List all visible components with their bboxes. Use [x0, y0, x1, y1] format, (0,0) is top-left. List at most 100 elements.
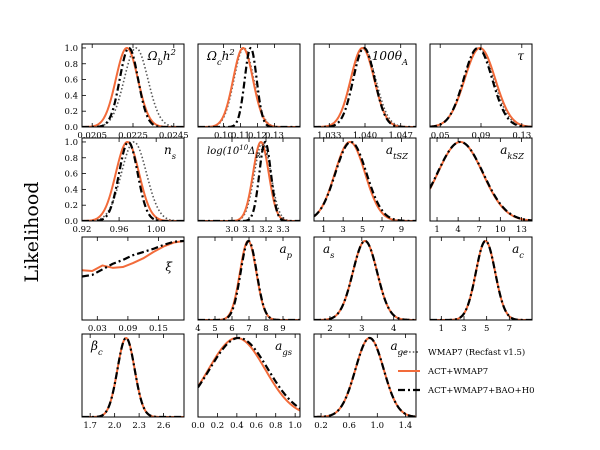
axes-frame: [81, 333, 185, 418]
x-tick-label: 3.2: [259, 225, 273, 235]
panel-a-c: 1 3 5 7 ac: [429, 236, 533, 334]
x-tick-label: 0.2: [314, 421, 328, 431]
x-tick-label: 4: [195, 324, 200, 334]
x-tick-label: 0.6: [250, 421, 264, 431]
y-axis-label: Likelihood: [21, 182, 43, 283]
curve-act-wmap7-bao-h0: [314, 140, 416, 221]
x-tick-label: 3.0: [225, 225, 239, 235]
y-tick-label: 0.0: [64, 123, 78, 133]
x-tick-label: 1.4: [399, 421, 413, 431]
x-tick-label: 6: [229, 324, 234, 334]
curves: [82, 336, 184, 417]
panel-log-as: 3.0 3.1 3.2 3.3 log(1010ΔR2): [197, 137, 301, 235]
axes-frame: [197, 43, 301, 128]
x-tick-label: 8: [263, 324, 268, 334]
x-tick-label: 0.2: [211, 421, 225, 431]
axes-frame: [313, 236, 417, 321]
x-tick-label: 7: [379, 225, 384, 235]
curves: [314, 239, 416, 320]
y-tick-label: 0.4: [64, 91, 78, 101]
parameter-label: akSZ: [500, 143, 524, 161]
x-tick-label: 1.7: [83, 421, 97, 431]
y-tick-label: 1.0: [64, 44, 78, 54]
x-tick-label: 0.4: [230, 421, 244, 431]
curve-act-wmap7-bao-h0: [430, 140, 532, 221]
y-tick-label: 0.8: [64, 60, 78, 70]
parameter-label: Ωbh2: [147, 47, 176, 67]
x-tick-label: 0.11: [231, 131, 250, 141]
x-tick-label: 2.6: [157, 421, 171, 431]
x-tick-label: 3: [359, 324, 364, 334]
panel-hundred-theta-a: 1.033 1.040 1.047 100θA: [313, 43, 417, 141]
axes-frame: [429, 236, 533, 321]
x-tick-label: 1.033: [317, 131, 341, 141]
x-tick-label: 0.0205: [77, 131, 107, 141]
x-tick-label: 1.0: [288, 421, 302, 431]
x-tick-label: 1: [439, 324, 444, 334]
x-tick-label: 0.96: [110, 225, 129, 235]
panel-a-ksz: 1 4 7 10 13 akSZ: [429, 137, 533, 235]
y-tick-label: 0.6: [64, 76, 78, 86]
x-tick-label: 3: [461, 324, 466, 334]
x-tick-label: 0.10: [214, 131, 233, 141]
parameter-label: ap: [279, 242, 292, 260]
parameter-label: ags: [275, 339, 293, 357]
parameter-label: βc: [90, 339, 103, 357]
x-tick-label: 0.15: [149, 324, 168, 334]
parameter-label: as: [323, 242, 335, 260]
legend-label-act-wmap7-bao-h0: ACT+WMAP7+BAO+H0: [427, 386, 535, 396]
y-tick-label: 0.2: [64, 201, 78, 211]
x-tick-label: 0.8: [269, 421, 283, 431]
axes-frame: [313, 137, 417, 222]
curves: [198, 336, 300, 412]
x-tick-label: 0.09: [472, 131, 491, 141]
curve-wmap7: [82, 141, 184, 221]
x-tick-label: 3: [340, 225, 345, 235]
panel-a-tsz: 1 3 5 7 9 atSZ: [313, 137, 417, 235]
x-tick-label: 1: [434, 225, 439, 235]
curves: [82, 239, 184, 278]
panel-a-s: 2 3 4 as: [313, 236, 417, 334]
x-tick-label: 7: [507, 324, 512, 334]
y-tick-label: 0.0: [64, 217, 78, 227]
x-tick-label: 0.09: [118, 324, 137, 334]
x-tick-label: 4: [391, 324, 396, 334]
curve-act-wmap7-bao-h0: [82, 336, 184, 417]
x-tick-label: 3.3: [276, 225, 290, 235]
panel-a-ge: 0.2 0.6 1.0 1.4 age: [313, 333, 417, 431]
panel-n-s: 0.92 0.96 1.00 0.0 0.2 0.4 0.6 0.8 1.0 ns: [64, 137, 185, 235]
x-tick-label: 2.3: [132, 421, 146, 431]
x-tick-label: 1: [321, 225, 326, 235]
axes-frame: [429, 137, 533, 222]
parameter-label: ns: [164, 143, 177, 161]
panel-a-gs: 0.0 0.2 0.4 0.6 0.8 1.0 ags: [191, 333, 302, 431]
x-tick-label: 0.13: [512, 131, 531, 141]
x-tick-label: 1.00: [147, 225, 166, 235]
y-tick-label: 0.2: [64, 107, 78, 117]
y-tick-label: 0.6: [64, 170, 78, 180]
parameter-label: ac: [512, 242, 524, 260]
parameter-label: 100θA: [372, 49, 408, 67]
x-tick-label: 0.13: [265, 131, 284, 141]
parameter-label: log(1010ΔR2): [207, 144, 269, 160]
curve-act-wmap7-bao-h0: [430, 46, 532, 127]
curves: [314, 336, 416, 417]
x-tick-label: 1.040: [353, 131, 377, 141]
panel-xi: 0.03 0.09 0.15 ξ: [81, 236, 185, 334]
parameter-label: Ωch2: [206, 47, 235, 67]
curves: [430, 46, 532, 127]
legend: WMAP7 (Recfast v1.5) ACT+WMAP7 ACT+WMAP7…: [398, 347, 535, 396]
x-tick-label: 9: [399, 225, 404, 235]
x-tick-label: 0.92: [73, 225, 92, 235]
y-tick-label: 0.4: [64, 185, 78, 195]
legend-label-act-wmap7: ACT+WMAP7: [427, 367, 488, 377]
x-tick-label: 0.6: [342, 421, 356, 431]
curve-wmap7: [82, 47, 184, 127]
curve-act-wmap7-bao-h0: [198, 336, 300, 410]
panel-beta-c: 1.7 2.0 2.3 2.6 βc: [81, 333, 185, 431]
parameter-label: age: [391, 339, 409, 357]
x-tick-label: 0.12: [248, 131, 267, 141]
x-tick-label: 5: [212, 324, 217, 334]
axes-frame: [81, 236, 185, 321]
legend-label-wmap7: WMAP7 (Recfast v1.5): [428, 347, 525, 358]
